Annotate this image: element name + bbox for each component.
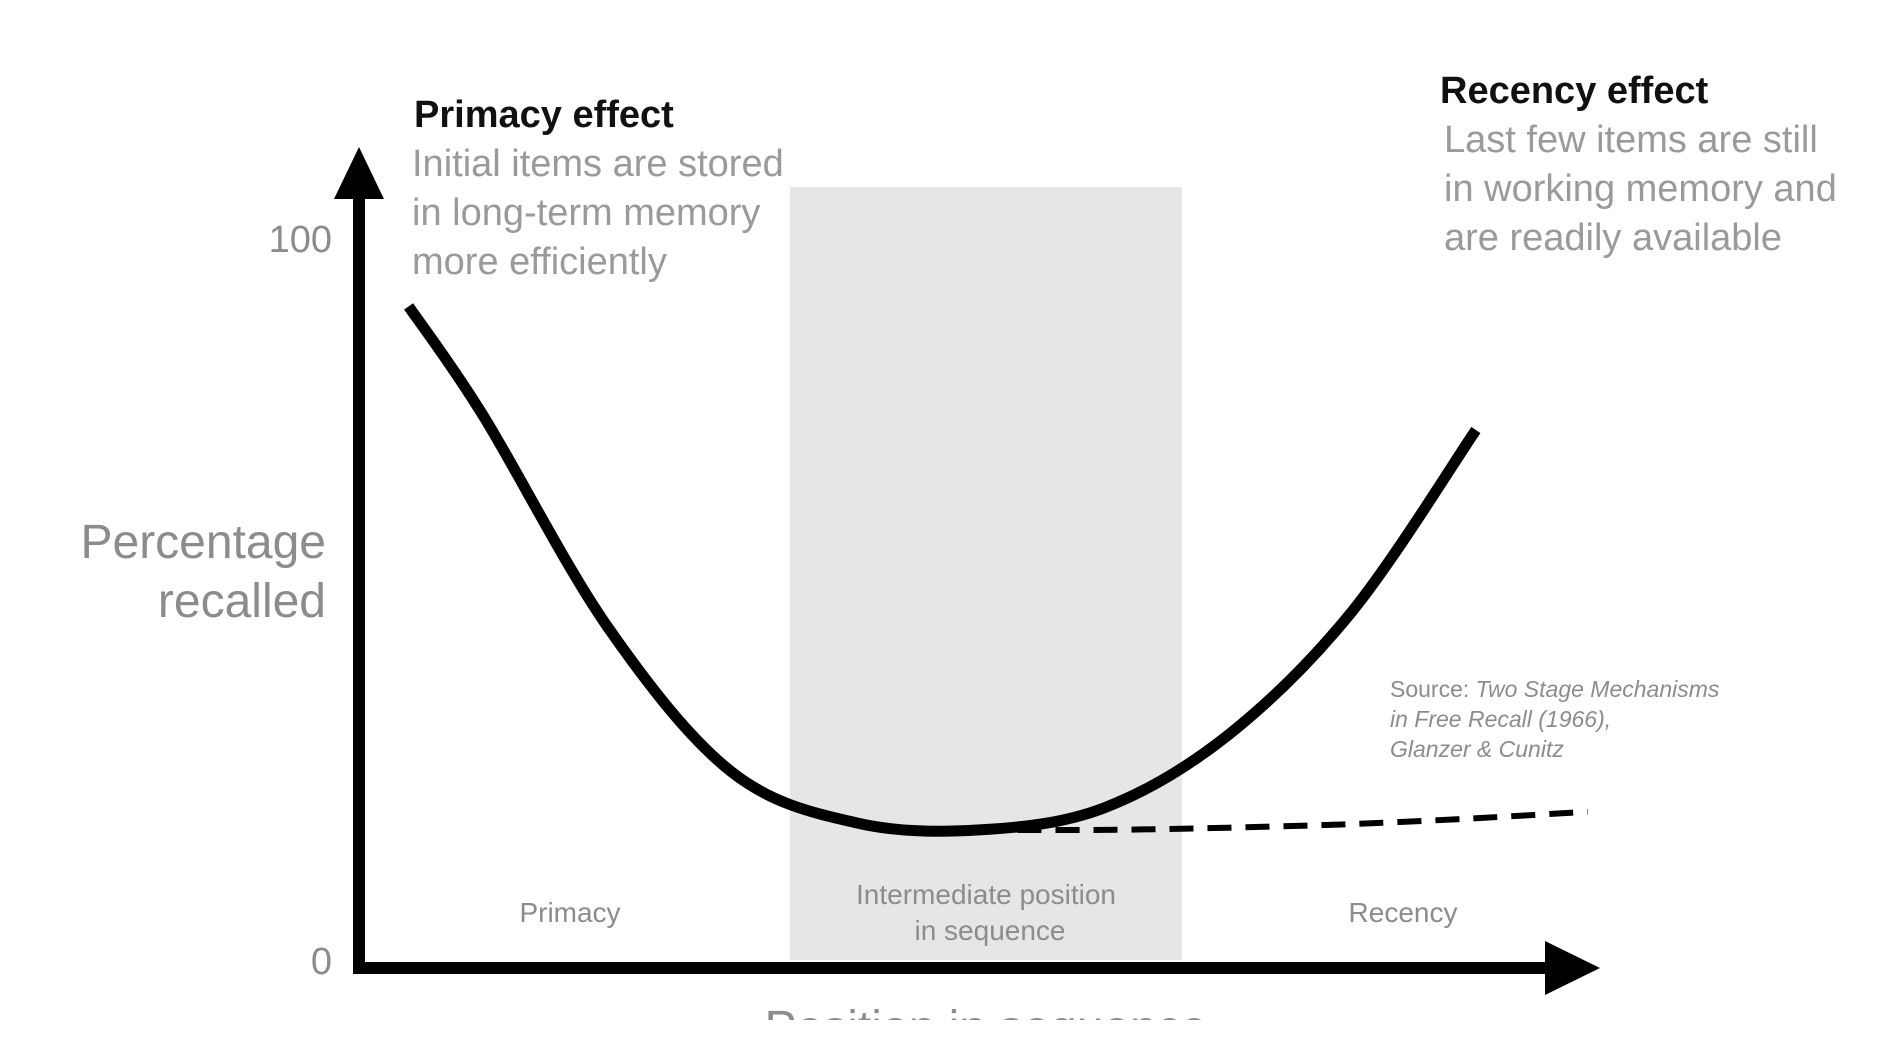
- recall-curve-dashed: [979, 808, 1588, 834]
- y-tick-100: 100: [269, 219, 332, 261]
- primacy-desc-line3: more efficiently: [412, 241, 667, 283]
- region-label-intermediate-line1: Intermediate position: [856, 879, 1116, 910]
- x-axis-label: Position in sequence: [765, 1002, 1208, 1055]
- recency-desc-line3: are readily available: [1444, 217, 1782, 259]
- recency-desc-line1: Last few items are still: [1444, 119, 1818, 161]
- source-prefix: Source:: [1390, 676, 1476, 702]
- x-axis-arrowhead: [1545, 941, 1600, 995]
- y-axis-label-line1: Percentage: [80, 516, 326, 569]
- intermediate-region-shade: [790, 187, 1182, 960]
- y-tick-0: 0: [311, 941, 332, 983]
- source-line2: in Free Recall (1966),: [1390, 706, 1611, 732]
- recency-desc-line2: in working memory and: [1444, 168, 1837, 210]
- source-line1: Source: Two Stage Mechanisms: [1390, 676, 1720, 702]
- region-label-recency: Recency: [1349, 897, 1458, 928]
- source-title-part1: Two Stage Mechanisms: [1476, 676, 1720, 702]
- primacy-desc-line1: Initial items are stored: [412, 143, 784, 185]
- recency-effect-title: Recency effect: [1440, 70, 1709, 112]
- recall-curve: [404, 303, 1481, 837]
- y-axis-label-line2: recalled: [158, 575, 326, 628]
- y-axis-arrowhead: [334, 147, 384, 199]
- primacy-effect-title: Primacy effect: [414, 94, 674, 136]
- source-line3: Glanzer & Cunitz: [1390, 736, 1564, 762]
- region-label-primacy: Primacy: [519, 897, 620, 928]
- primacy-desc-line2: in long-term memory: [412, 192, 760, 234]
- region-label-intermediate-line2: in sequence: [914, 915, 1065, 946]
